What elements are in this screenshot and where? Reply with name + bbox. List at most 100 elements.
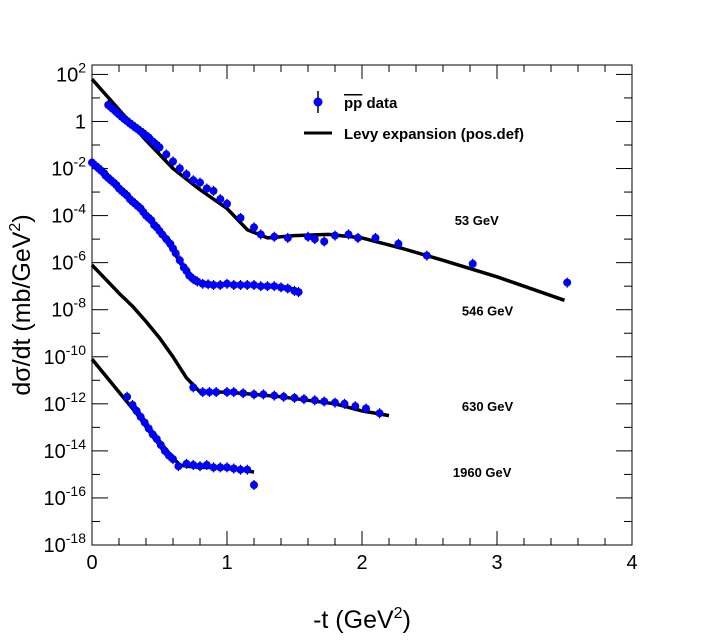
y-tick-label: 10-4 [51, 201, 86, 228]
y-tick-label: 102 [56, 59, 86, 86]
y-tick-label: 1 [75, 111, 86, 133]
data-point [468, 259, 477, 268]
data-point [304, 232, 312, 241]
data-point [331, 231, 339, 240]
y-tick-label: 10-18 [44, 530, 87, 557]
legend-data-label: pp data [344, 95, 398, 112]
data-point [136, 412, 145, 421]
data-point [239, 389, 248, 398]
legend-data-marker [313, 97, 323, 107]
data-point [236, 281, 245, 289]
x-tick-label: 3 [491, 552, 502, 574]
y-tick-label: 10-16 [44, 483, 87, 510]
data-point [351, 402, 360, 411]
data-point [229, 281, 238, 289]
data-point [223, 463, 231, 472]
data-point [155, 143, 164, 152]
data-point [202, 184, 211, 193]
data-point [182, 459, 191, 468]
y-tick-label: 10-14 [44, 436, 87, 463]
x-axis-title: -t (GeV2) [313, 605, 411, 634]
data-point [394, 239, 403, 248]
data-point [162, 150, 171, 159]
data-point [243, 465, 252, 474]
energy-label: 53 GeV [455, 213, 499, 228]
data-point [171, 249, 180, 258]
data-point [353, 233, 362, 242]
energy-label: 1960 GeV [453, 465, 512, 480]
data-point [196, 462, 204, 471]
data-point [169, 455, 177, 464]
y-tick-label: 10-10 [44, 342, 87, 369]
x-tick-label: 1 [221, 552, 232, 574]
data-point [223, 199, 231, 208]
data-point [175, 256, 184, 265]
data-point [270, 282, 279, 291]
data-point [189, 176, 198, 185]
data-point [212, 388, 221, 397]
x-axis: 0 1 2 3 4 [86, 65, 638, 574]
data-point [250, 481, 258, 489]
data-point [320, 237, 329, 246]
energy-label: 546 GeV [462, 304, 514, 319]
data-point [144, 424, 153, 433]
fit-curve [90, 77, 566, 302]
y-tick-label: 10-2 [51, 154, 86, 181]
data-point [283, 284, 292, 293]
data-point [340, 399, 349, 408]
legend-data-pp: pp [344, 95, 362, 112]
data-point [132, 406, 141, 415]
data-point [223, 388, 231, 397]
legend-data-tail: data [362, 95, 398, 112]
data-point [310, 235, 319, 244]
y-axis: 102 1 10-2 10-4 10-6 10-8 10-10 10-12 10-14 10-16… [44, 59, 632, 557]
data-point [250, 281, 258, 289]
data-point [174, 462, 183, 471]
data-point [250, 390, 258, 399]
y-tick-label: 10-6 [51, 248, 86, 275]
data-point [250, 223, 258, 232]
data-point [175, 164, 184, 173]
data-point [209, 463, 218, 472]
data-point [344, 230, 353, 239]
data-point [283, 233, 292, 242]
data-point [236, 213, 245, 222]
data-point [371, 233, 380, 242]
data-point [216, 195, 225, 204]
data-point [169, 157, 177, 166]
y-tick-label: 10-12 [44, 389, 87, 416]
legend: pp data Levy expansion (pos.def) [304, 91, 524, 143]
data-point [256, 230, 265, 239]
x-tick-label: 2 [356, 552, 367, 574]
data-point [128, 401, 137, 409]
y-tick-label: 10-8 [51, 295, 86, 322]
data-point [198, 388, 207, 397]
data-point [229, 464, 238, 473]
x-tick-label: 0 [86, 552, 97, 574]
x-tick-label: 4 [626, 552, 637, 574]
data-point [320, 397, 329, 406]
data-point [189, 461, 198, 469]
energy-label: 630 GeV [462, 399, 514, 414]
data-point [209, 281, 218, 289]
data-point [279, 392, 288, 401]
data-point [216, 281, 225, 289]
data-point [216, 463, 225, 472]
data-point [263, 282, 272, 291]
data-point [300, 395, 308, 404]
data-point [236, 465, 245, 474]
data-point [196, 178, 204, 187]
data-point [223, 279, 231, 288]
data-point [259, 390, 268, 399]
data-point [205, 388, 214, 397]
data-point [277, 283, 285, 292]
data-point [422, 251, 431, 260]
data-point [140, 418, 149, 427]
data-point [152, 435, 161, 444]
data-point [189, 383, 198, 392]
data-point [375, 409, 384, 418]
data-point [209, 186, 218, 195]
y-axis-title: dσ/dt (mb/GeV2) [7, 214, 36, 395]
data-point [202, 461, 211, 469]
